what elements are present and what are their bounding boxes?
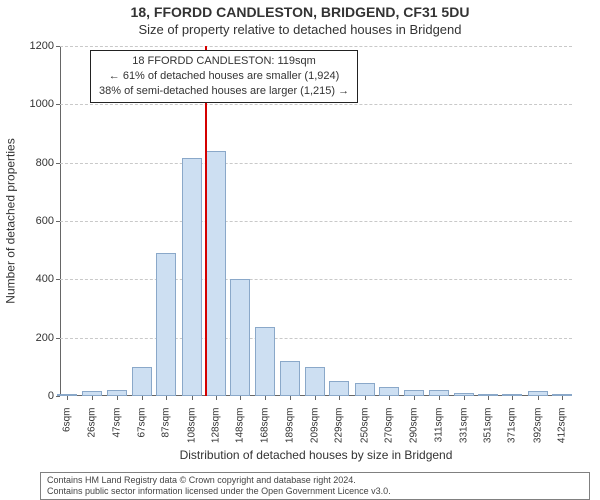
- xtick-label: 67sqm: [136, 408, 147, 438]
- histogram-bar: [280, 361, 300, 396]
- xtick-label: 108sqm: [186, 408, 197, 444]
- histogram-bar: [255, 327, 275, 396]
- xtick-mark: [265, 396, 266, 400]
- histogram-bar: [132, 367, 152, 396]
- xtick-mark: [166, 396, 167, 400]
- xtick-label: 6sqm: [62, 408, 73, 432]
- xtick-mark: [240, 396, 241, 400]
- info-line-1: 18 FFORDD CANDLESTON: 119sqm: [99, 54, 349, 69]
- chart-container: 18, FFORDD CANDLESTON, BRIDGEND, CF31 5D…: [0, 0, 600, 500]
- xtick-mark: [92, 396, 93, 400]
- xtick-mark: [142, 396, 143, 400]
- title-main: 18, FFORDD CANDLESTON, BRIDGEND, CF31 5D…: [0, 4, 600, 20]
- footer-line-1: Contains HM Land Registry data © Crown c…: [47, 475, 583, 486]
- xtick-mark: [439, 396, 440, 400]
- ytick-label: 800: [14, 157, 54, 169]
- footer: Contains HM Land Registry data © Crown c…: [40, 472, 590, 500]
- gridline: [60, 221, 572, 222]
- x-axis-title: Distribution of detached houses by size …: [60, 448, 572, 462]
- ytick-mark: [56, 163, 60, 164]
- histogram-bar: [329, 381, 349, 396]
- xtick-mark: [389, 396, 390, 400]
- gridline: [60, 338, 572, 339]
- xtick-mark: [464, 396, 465, 400]
- xtick-mark: [315, 396, 316, 400]
- title-sub: Size of property relative to detached ho…: [0, 22, 600, 37]
- gridline: [60, 163, 572, 164]
- xtick-mark: [216, 396, 217, 400]
- xtick-label: 229sqm: [334, 408, 345, 444]
- xtick-mark: [538, 396, 539, 400]
- gridline: [60, 279, 572, 280]
- histogram-bar: [156, 253, 176, 396]
- ytick-mark: [56, 221, 60, 222]
- ytick-mark: [56, 104, 60, 105]
- histogram-bar: [305, 367, 325, 396]
- xtick-label: 47sqm: [112, 408, 123, 438]
- xtick-label: 412sqm: [557, 408, 568, 444]
- xtick-label: 250sqm: [359, 408, 370, 444]
- histogram-bar: [182, 158, 202, 396]
- xtick-mark: [512, 396, 513, 400]
- footer-line-2: Contains public sector information licen…: [47, 486, 583, 497]
- xtick-mark: [562, 396, 563, 400]
- xtick-mark: [117, 396, 118, 400]
- xtick-label: 168sqm: [259, 408, 270, 444]
- xtick-label: 371sqm: [507, 408, 518, 444]
- gridline: [60, 104, 572, 105]
- ytick-label: 400: [14, 273, 54, 285]
- ytick-mark: [56, 338, 60, 339]
- histogram-bar: [379, 387, 399, 396]
- ytick-mark: [56, 46, 60, 47]
- ytick-mark: [56, 396, 60, 397]
- ytick-label: 1200: [14, 40, 54, 52]
- info-box: 18 FFORDD CANDLESTON: 119sqm ← 61% of de…: [90, 50, 358, 103]
- info-line-2: ← 61% of detached houses are smaller (1,…: [99, 69, 349, 84]
- ytick-label: 200: [14, 332, 54, 344]
- xtick-mark: [365, 396, 366, 400]
- xtick-mark: [290, 396, 291, 400]
- xtick-label: 290sqm: [408, 408, 419, 444]
- xtick-label: 351sqm: [482, 408, 493, 444]
- gridline: [60, 46, 572, 47]
- info-line-3: 38% of semi-detached houses are larger (…: [99, 84, 349, 99]
- xtick-label: 392sqm: [532, 408, 543, 444]
- xtick-mark: [192, 396, 193, 400]
- ytick-mark: [56, 279, 60, 280]
- xtick-label: 128sqm: [211, 408, 222, 444]
- xtick-mark: [414, 396, 415, 400]
- xtick-mark: [67, 396, 68, 400]
- xtick-label: 270sqm: [384, 408, 395, 444]
- histogram-bar: [230, 279, 250, 396]
- xtick-label: 148sqm: [235, 408, 246, 444]
- xtick-label: 87sqm: [161, 408, 172, 438]
- xtick-mark: [339, 396, 340, 400]
- histogram-bar: [206, 151, 226, 396]
- ytick-label: 600: [14, 215, 54, 227]
- ytick-label: 0: [14, 390, 54, 402]
- xtick-label: 209sqm: [309, 408, 320, 444]
- ytick-label: 1000: [14, 98, 54, 110]
- xtick-label: 311sqm: [434, 408, 445, 443]
- xtick-mark: [488, 396, 489, 400]
- xtick-label: 26sqm: [86, 408, 97, 438]
- xtick-label: 189sqm: [285, 408, 296, 444]
- histogram-bar: [355, 383, 375, 396]
- xtick-label: 331sqm: [458, 408, 469, 444]
